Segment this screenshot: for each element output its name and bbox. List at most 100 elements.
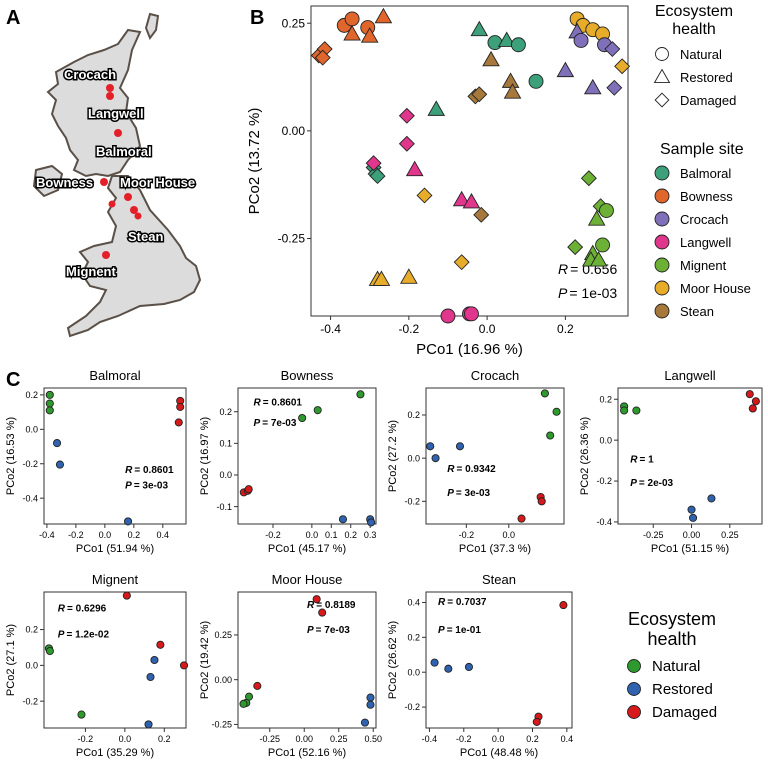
stat-p-value: = 7e-03	[316, 625, 351, 636]
plot-c-balmoral: -0.4 -0.2 0.0 0.2 0.4 -0.4 -0.2 0.0 0.2 PCo1 (51.…	[5, 368, 187, 555]
point-mignent-restored	[146, 672, 155, 682]
point-crocach-restored	[426, 442, 435, 451]
health-legend-key-natural	[655, 47, 669, 61]
site-label-mignent: Mignent	[66, 264, 116, 279]
stat-r-symbol: R	[307, 600, 315, 611]
point-langwell-restored	[689, 513, 698, 522]
panel-title: Moor House	[272, 572, 343, 587]
map-site-dot-mignent	[102, 251, 110, 259]
x-tick-label: 0.50	[364, 734, 382, 744]
point-bowness-restored	[343, 25, 361, 41]
site-legend-label-mignent: Mignent	[680, 258, 727, 273]
stat-p-symbol: P	[630, 478, 637, 489]
y-tick-label: -0.1	[216, 502, 232, 512]
panel-title: Bowness	[281, 368, 334, 383]
health-legend-c-label-damaged: Damaged	[652, 704, 717, 721]
plot-frame	[43, 387, 187, 525]
point-stean-damaged	[473, 206, 490, 223]
point-balmoral-restored	[470, 20, 489, 37]
stat-r-value: = 0.8601	[263, 397, 303, 408]
stat-r-value: = 0.6296	[67, 604, 107, 615]
y-axis-label: PCo2 (27.2 %)	[387, 420, 399, 492]
health-legend-c-label-restored: Restored	[652, 681, 713, 698]
point-langwell-restored	[405, 160, 424, 177]
point-bowness-restored	[360, 27, 379, 43]
point-moor-house-damaged	[312, 595, 321, 604]
y-tick-label: 0.4	[407, 598, 420, 608]
stat-p-symbol: P	[125, 481, 132, 492]
point-moor-house-restored	[360, 718, 370, 727]
x-tick-label: 0.25	[721, 530, 739, 540]
health-legend-key-restored	[653, 68, 671, 84]
y-tick-label: 0.25	[282, 16, 306, 30]
point-moor-house-natural	[239, 699, 248, 708]
plot-c-bowness: -0.2 0.0 0.1 0.2 0.3 -0.1 0.0 0.1 0.2 PCo1 (45.17…	[199, 368, 377, 555]
stat-p-symbol: P	[447, 488, 454, 499]
point-stean-restored	[482, 50, 500, 67]
x-axis-label: PCo1 (16.96 %)	[416, 341, 523, 358]
health-legend-key-damaged	[654, 92, 670, 108]
y-tick-label: 0.1	[219, 438, 232, 448]
point-balmoral-restored	[52, 439, 62, 448]
point-langwell-natural	[440, 308, 456, 324]
y-tick-label: 0.00	[214, 675, 232, 685]
x-axis-label: PCo1 (48.48 %)	[460, 747, 538, 759]
point-bowness-damaged	[244, 485, 253, 494]
health-legend-label-restored: Restored	[680, 70, 733, 85]
map-site-dot-extra	[108, 200, 116, 208]
y-axis-label: PCo2 (13.72 %)	[246, 108, 263, 215]
stat-r-symbol: R	[558, 261, 568, 277]
plot-c-moor-house: -0.25 0.00 0.25 0.50 -0.25 0.00 0.25 PCo1 (52.1…	[199, 572, 382, 759]
point-bowness-natural	[298, 413, 307, 423]
y-tick-label: -0.4	[596, 517, 612, 527]
x-tick-label: -0.2	[459, 530, 475, 540]
site-legend-key-mignent	[654, 257, 670, 273]
site-legend-label-balmoral: Balmoral	[680, 166, 731, 181]
y-axis-label: PCo2 (19.42 %)	[199, 621, 211, 699]
stat-p: P = 7e-03	[307, 625, 350, 636]
point-crocach-restored	[556, 61, 575, 78]
point-moor-house-damaged	[253, 681, 262, 690]
panel-label-b: B	[250, 7, 264, 29]
y-tick-label: 0.2	[219, 407, 232, 417]
x-tick-label: 0.1	[325, 530, 338, 540]
point-balmoral-restored	[55, 460, 64, 469]
site-label-bowness: Bowness	[36, 175, 93, 190]
health-legend-c-title-line2: health	[647, 629, 696, 649]
x-tick-label: 0.4	[157, 530, 170, 540]
y-axis-label: PCo2 (27.1 %)	[5, 624, 17, 696]
map-site-dot-langwell	[106, 92, 114, 100]
stat-p-value: = 3e-03	[134, 481, 169, 492]
point-balmoral-natural	[510, 37, 526, 53]
point-crocach-natural	[540, 389, 549, 398]
plot-c-stean: -0.4 -0.2 0.0 0.2 0.4 -0.2 0.0 0.2 0.4 PCo1 (48.4…	[387, 572, 573, 759]
stat-p: P = 2e-03	[630, 478, 673, 489]
stat-p-symbol: P	[254, 418, 261, 429]
site-label-crocach: Crocach	[64, 67, 116, 82]
y-tick-label: -0.2	[404, 702, 420, 712]
site-legend-label-moor-house: Moor House	[680, 281, 751, 296]
point-crocach-damaged	[604, 41, 621, 58]
stat-p-symbol: P	[558, 285, 568, 301]
map-site-dot-balmoral	[114, 129, 122, 137]
point-moor-house-damaged	[614, 58, 631, 75]
panel-title: Mignent	[92, 572, 139, 587]
x-axis-label: PCo1 (35.29 %)	[76, 747, 154, 759]
scotland-mainland	[46, 28, 142, 178]
point-balmoral-restored	[427, 100, 446, 116]
stat-r-value: = 0.8601	[134, 465, 174, 476]
y-axis-label: PCo2 (16.53 %)	[5, 417, 17, 495]
stat-p-symbol: P	[438, 625, 445, 636]
panel-label-a: A	[6, 7, 20, 29]
health-legend-c-key-restored	[627, 682, 641, 696]
point-mignent-damaged	[567, 239, 584, 256]
y-tick-label: -0.2	[22, 696, 38, 706]
health-legend-c-title-line1: Ecosystem	[628, 609, 716, 629]
y-axis-label: PCo2 (16.97 %)	[199, 417, 211, 495]
point-crocach-damaged	[606, 79, 623, 96]
stat-p-value: = 1.2e-02	[66, 630, 109, 641]
site-legend-key-balmoral	[654, 165, 670, 181]
plot-frame	[425, 387, 565, 525]
plot-frame	[43, 591, 187, 729]
site-label-stean: Stean	[128, 229, 163, 244]
